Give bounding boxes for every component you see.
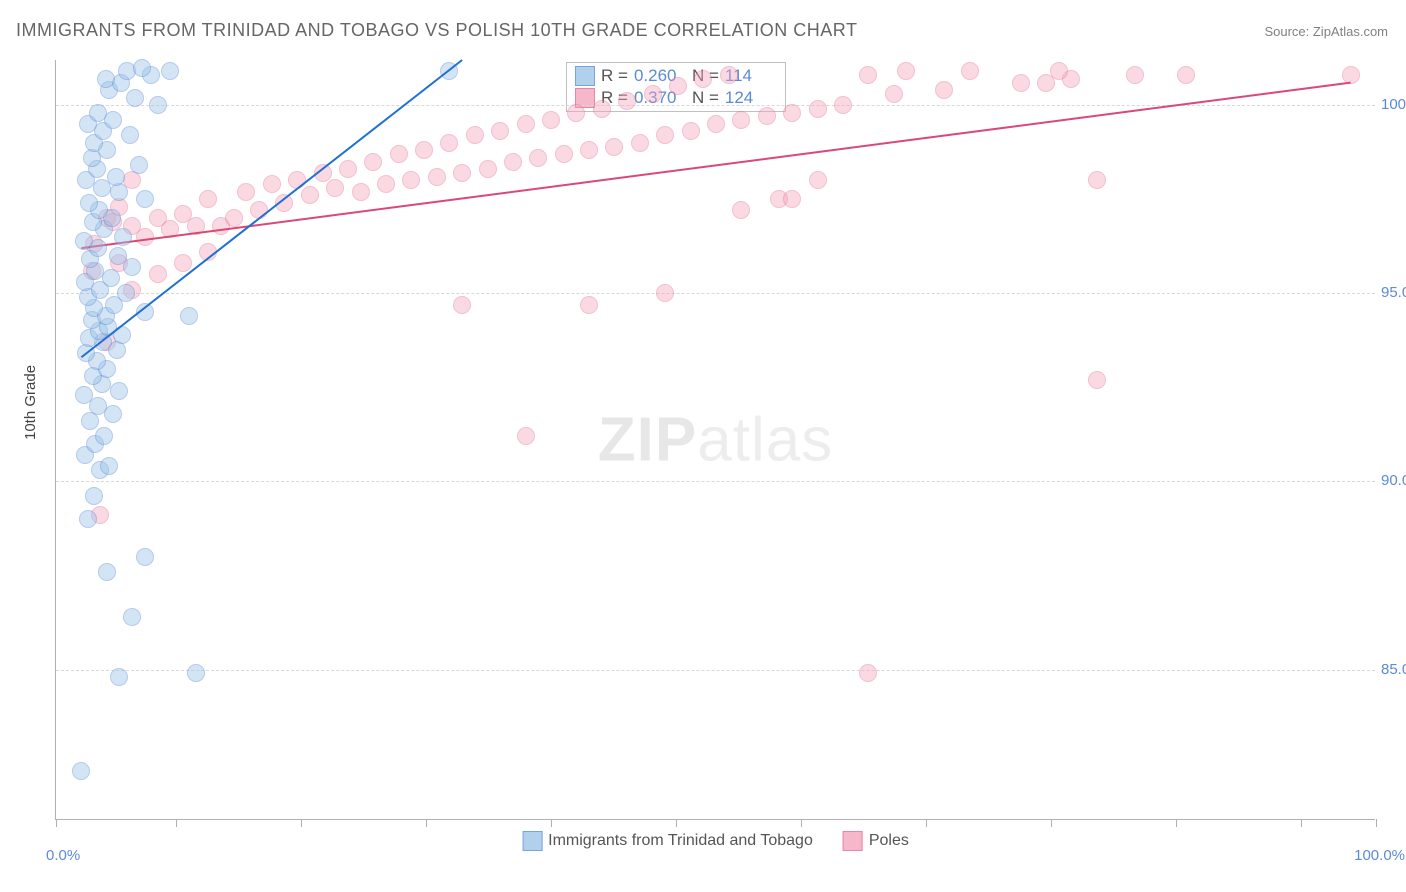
legend-item-series-b: Poles: [843, 831, 909, 851]
x-tick: [926, 819, 927, 827]
x-tick-label: 100.0%: [1354, 847, 1405, 864]
x-tick: [551, 819, 552, 827]
x-tick: [56, 819, 57, 827]
legend-label-b: Poles: [869, 832, 909, 850]
x-tick: [1376, 819, 1377, 827]
y-tick-label: 95.0%: [1381, 284, 1406, 301]
x-tick-label: 0.0%: [46, 847, 80, 864]
chart-title: IMMIGRANTS FROM TRINIDAD AND TOBAGO VS P…: [16, 20, 857, 41]
legend-item-series-a: Immigrants from Trinidad and Tobago: [522, 831, 813, 851]
x-tick: [176, 819, 177, 827]
x-tick: [1051, 819, 1052, 827]
swatch-series-a: [522, 831, 542, 851]
scatter-plot: ZIPatlas R = 0.260 N = 114 R = 0.370 N =…: [55, 60, 1375, 820]
x-tick: [1176, 819, 1177, 827]
x-tick: [426, 819, 427, 827]
x-tick: [1301, 819, 1302, 827]
series-a-trendline: [56, 60, 1376, 820]
bottom-legend: Immigrants from Trinidad and Tobago Pole…: [522, 831, 909, 851]
source-label: Source: ZipAtlas.com: [1264, 24, 1388, 39]
x-tick: [801, 819, 802, 827]
x-tick: [301, 819, 302, 827]
y-tick-label: 85.0%: [1381, 661, 1406, 678]
y-tick-label: 100.0%: [1381, 96, 1406, 113]
x-tick: [676, 819, 677, 827]
y-axis-label: 10th Grade: [22, 365, 39, 440]
y-tick-label: 90.0%: [1381, 472, 1406, 489]
swatch-series-b: [843, 831, 863, 851]
legend-label-a: Immigrants from Trinidad and Tobago: [548, 832, 813, 850]
